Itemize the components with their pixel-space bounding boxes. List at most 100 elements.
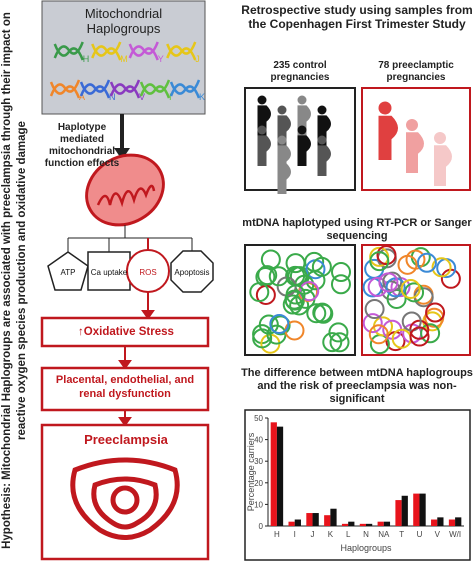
- sample-circle: [397, 254, 418, 275]
- dna-icon: [79, 79, 111, 99]
- sample-circle: [420, 323, 441, 344]
- y-tick-label: 30: [254, 457, 263, 466]
- bar: [383, 521, 391, 526]
- figure: [317, 145, 331, 176]
- sample-circle: [249, 282, 270, 303]
- mito-label: Haplotype mediated mitochondrial functio…: [44, 122, 120, 169]
- x-tick-label: I: [294, 530, 296, 539]
- x-tick-label: K: [328, 530, 334, 539]
- bar: [448, 519, 456, 526]
- bar: [324, 515, 331, 526]
- x-axis-label: Haplogroups: [340, 543, 392, 553]
- y-tick-label: 50: [254, 414, 263, 423]
- result-label: The difference between mtDNA haplogroups…: [241, 367, 473, 405]
- figure: [406, 119, 418, 131]
- bar: [359, 523, 366, 526]
- haplogroup-letter: Y: [158, 54, 164, 64]
- dysfunction-text: Placental, endothelial, and renal dysfun…: [55, 374, 195, 400]
- haplogroup-letter: I: [169, 92, 172, 102]
- y-tick-label: 10: [254, 500, 263, 509]
- x-tick-label: W/I: [449, 530, 461, 539]
- figure: [277, 153, 287, 163]
- bar: [306, 513, 313, 526]
- sample-circle: [404, 282, 425, 303]
- sample-circle: [322, 332, 343, 353]
- bar: [276, 426, 284, 526]
- x-tick-label: V: [435, 530, 441, 539]
- x-tick-label: T: [399, 530, 404, 539]
- pentagon: [47, 251, 89, 291]
- arrow-head: [114, 148, 130, 160]
- sample-circle: [376, 245, 397, 266]
- sample-circle: [328, 322, 349, 343]
- haplogroup-letter: A: [79, 92, 85, 102]
- case-label: 78 preeclamptic pregnancies: [378, 60, 454, 83]
- sample-circle: [260, 249, 281, 270]
- x-tick-label: U: [417, 530, 423, 539]
- effect-label: Apoptosis: [174, 268, 209, 277]
- figure: [297, 95, 307, 105]
- bar: [288, 521, 295, 526]
- y-tick-label: 20: [254, 479, 263, 488]
- y-tick-label: 0: [259, 522, 264, 531]
- sample-circle: [285, 284, 306, 305]
- study-title: Retrospective study using samples from t…: [241, 3, 473, 31]
- bar: [270, 422, 277, 526]
- control-label: 235 control pregnancies: [270, 60, 330, 83]
- dna-icon: [109, 79, 141, 99]
- dysfunction-box: [40, 366, 210, 412]
- sample-circle: [331, 262, 352, 283]
- sample-circle: [416, 252, 437, 273]
- x-tick-label: H: [274, 530, 280, 539]
- stress-box: [40, 316, 210, 348]
- connectors: [67, 225, 193, 252]
- bar: [413, 493, 420, 526]
- sample-circle: [368, 324, 389, 345]
- sample-circle: [285, 253, 306, 274]
- effect-label: ATP: [61, 268, 76, 277]
- x-tick-label: L: [346, 530, 351, 539]
- sample-circle: [409, 326, 430, 347]
- figure: [406, 132, 424, 173]
- haplogroup-letter: H: [83, 54, 90, 64]
- bar: [401, 495, 408, 526]
- dna-icon: [139, 79, 171, 99]
- figure: [317, 105, 327, 115]
- x-tick-label: J: [311, 530, 315, 539]
- dna-icon: [166, 41, 197, 61]
- sample-circle: [364, 299, 385, 320]
- stress-text: ↑Oxidative Stress: [78, 326, 174, 338]
- bar: [395, 500, 402, 526]
- figure: [297, 125, 307, 135]
- dna-icon: [169, 79, 201, 99]
- sample-circle: [369, 251, 390, 272]
- haplogroup-letter: V: [139, 92, 145, 102]
- figure: [297, 135, 311, 166]
- bar: [366, 523, 373, 526]
- bar: [377, 521, 384, 526]
- sample-circle: [312, 302, 333, 323]
- y-axis-label: Percentage carriers: [246, 432, 256, 511]
- bar: [348, 521, 355, 526]
- method-label: mtDNA haplotyped using RT-PCR or Sanger …: [242, 217, 472, 242]
- effect-label: Ca uptake: [91, 268, 128, 277]
- sample-circle: [425, 302, 446, 323]
- box-title: Mitochondrial Haplogroups: [84, 6, 163, 36]
- bar: [437, 517, 444, 526]
- haplogroup-letter: K: [199, 92, 205, 102]
- sample-circle: [400, 278, 421, 299]
- sample-circle: [329, 332, 350, 353]
- dna-icon: [53, 41, 84, 61]
- outcome-text: Preeclampsia: [84, 432, 168, 447]
- figure: [277, 163, 291, 194]
- sample-circle: [306, 303, 327, 324]
- effect-label: ROS: [139, 268, 156, 277]
- hypothesis: Hypothesis: Mitochondrial Haplogroups ar…: [1, 12, 28, 549]
- haplogroup-box: [41, 0, 206, 115]
- figure: [378, 115, 398, 160]
- figure: [257, 95, 267, 105]
- octagon: [170, 250, 214, 293]
- sample-circle: [299, 281, 320, 302]
